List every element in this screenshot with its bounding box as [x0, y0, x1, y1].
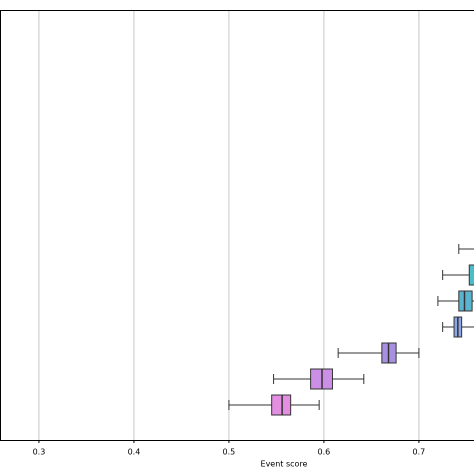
box — [271, 394, 292, 416]
plot-area — [228, 244, 474, 416]
x-tick-label: 0.6 — [318, 448, 331, 457]
x-tick-label: 0.3 — [33, 448, 46, 457]
x-tick-label: 0.5 — [223, 448, 236, 457]
x-tick-label: 0.7 — [413, 448, 426, 457]
box — [468, 264, 474, 286]
grid — [38, 10, 420, 440]
axes-frame — [0, 10, 474, 441]
x-axis-label: Event score — [261, 460, 308, 469]
x-tick-label: 0.4 — [128, 448, 141, 457]
box — [458, 290, 473, 312]
